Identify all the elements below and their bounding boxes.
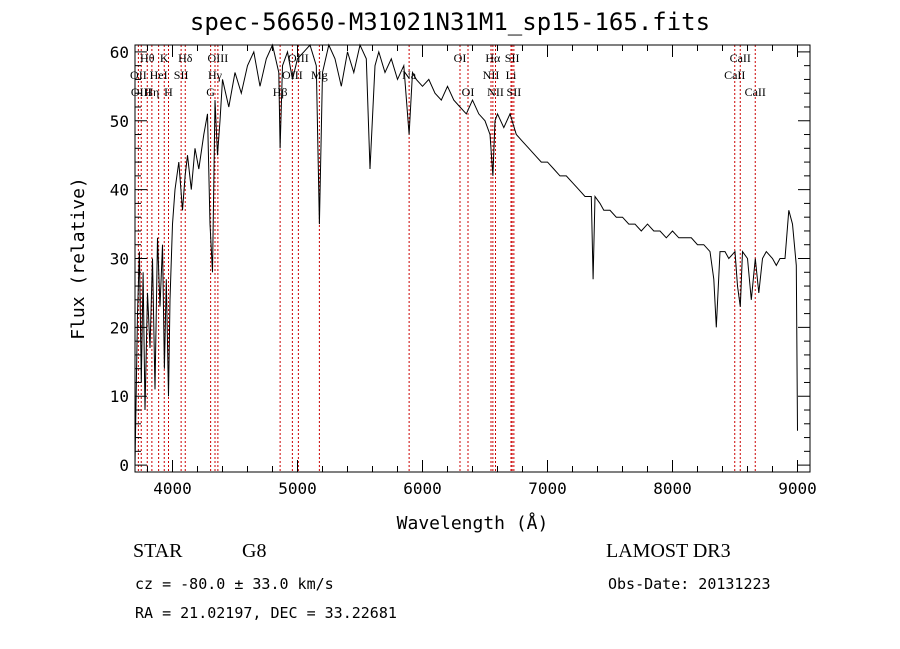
x-axis-label: Wavelength (Å) <box>397 512 549 534</box>
marker-label: OI <box>454 51 467 65</box>
marker-label: Hα <box>485 51 501 65</box>
marker-label: CaII <box>745 85 766 99</box>
observation-date: Obs-Date: 20131223 <box>608 575 771 593</box>
marker-label: Na <box>402 68 417 82</box>
x-tick-label: 8000 <box>653 479 692 498</box>
y-tick-label: 20 <box>110 318 129 337</box>
y-tick-label: 30 <box>110 250 129 269</box>
marker-label: HeI <box>150 68 168 82</box>
marker-label: OIII <box>288 51 309 65</box>
x-tick-label: 9000 <box>778 479 817 498</box>
y-tick-label: 10 <box>110 387 129 406</box>
spectrum-line <box>134 43 798 466</box>
y-tick-label: 0 <box>119 456 129 475</box>
y-tick-label: 50 <box>110 112 129 131</box>
plot-frame <box>134 44 811 473</box>
redshift-value: cz = -80.0 ± 33.0 km/s <box>135 575 334 593</box>
marker-label: NII <box>483 68 500 82</box>
marker-label: NII <box>487 85 504 99</box>
marker-label: G <box>206 85 215 99</box>
marker-label: H <box>164 85 173 99</box>
x-tick-label: 5000 <box>278 479 317 498</box>
marker-label: SII <box>507 85 522 99</box>
marker-label: CaII <box>730 51 751 65</box>
marker-label: OIII <box>282 68 303 82</box>
axis-ticks: 4000 5000 6000 7000 8000 9000 0 10 20 30 40 50 60 <box>110 43 817 498</box>
y-tick-label: 40 <box>110 181 129 200</box>
marker-label: OI <box>462 85 475 99</box>
marker-label: OIII <box>208 51 229 65</box>
marker-label: Hγ <box>208 68 223 82</box>
y-tick-label: 60 <box>110 43 129 62</box>
marker-label: K <box>160 51 169 65</box>
survey-name: LAMOST DR3 <box>606 540 731 562</box>
marker-label: Hη <box>144 85 159 99</box>
marker-label: Li <box>506 68 517 82</box>
marker-label: OIII <box>131 85 152 99</box>
marker-label: SII <box>174 68 189 82</box>
object-subclass: G8 <box>242 540 267 562</box>
sky-coordinates: RA = 21.02197, DEC = 33.22681 <box>135 604 397 622</box>
x-tick-label: 7000 <box>528 479 567 498</box>
marker-label: Hθ <box>140 51 155 65</box>
y-axis-label: Flux (relative) <box>68 177 89 340</box>
object-class: STAR <box>133 540 183 562</box>
x-tick-label: 6000 <box>403 479 442 498</box>
marker-label: Mg <box>311 68 328 82</box>
x-tick-label: 4000 <box>153 479 192 498</box>
marker-label: Hβ <box>273 85 288 99</box>
marker-label: SII <box>505 51 520 65</box>
marker-label: Hδ <box>178 51 193 65</box>
emission-line-markers <box>137 45 756 472</box>
marker-label: CaII <box>724 68 745 82</box>
chart-title: spec-56650-M31021N31M1_sp15-165.fits <box>189 8 711 36</box>
marker-label: OII <box>130 68 147 82</box>
